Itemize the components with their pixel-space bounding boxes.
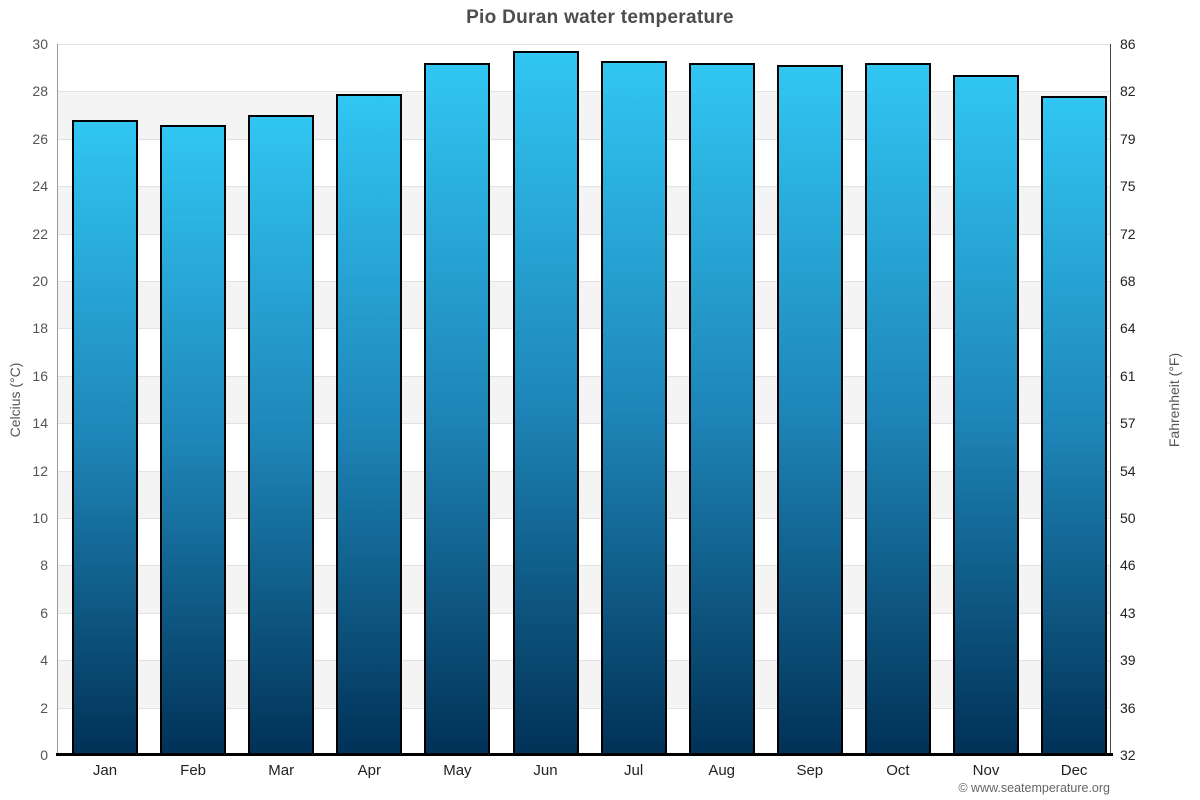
- grid-band: [58, 186, 1110, 234]
- gridline: [58, 44, 1110, 45]
- celsius-tick-28: 28: [32, 83, 48, 100]
- month-label-feb: Feb: [180, 762, 207, 779]
- fahrenheit-tick-50: 50: [1120, 510, 1136, 526]
- grid-band: [58, 44, 1110, 92]
- celsius-tick-10: 10: [32, 510, 48, 526]
- y-axis-line-fahrenheit: [1110, 44, 1111, 755]
- celsius-tick-16: 16: [32, 367, 48, 384]
- fahrenheit-axis-title: Fahrenheit (°F): [1166, 352, 1182, 448]
- month-label-jun: Jun: [533, 762, 558, 779]
- gridline: [58, 660, 1110, 662]
- x-axis-line: [56, 753, 1113, 756]
- fahrenheit-tick-61: 61: [1120, 367, 1136, 384]
- gridline: [58, 423, 1110, 425]
- month-label-apr: Apr: [357, 762, 381, 779]
- celsius-tick-22: 22: [32, 225, 48, 242]
- gridline: [58, 565, 1110, 567]
- chart-title: Pio Duran water temperature: [466, 7, 734, 28]
- month-label-oct: Oct: [886, 762, 910, 779]
- month-label-nov: Nov: [972, 762, 1000, 779]
- month-label-mar: Mar: [268, 762, 295, 779]
- gridline: [58, 375, 1110, 377]
- celsius-tick-26: 26: [32, 130, 48, 147]
- gridline: [58, 707, 1110, 709]
- bar-may: [424, 62, 491, 755]
- celsius-axis-title: Celcius (°C): [7, 362, 23, 438]
- bar-sep: [776, 65, 843, 755]
- grid-band: [58, 375, 1110, 424]
- grid-band: [58, 233, 1110, 281]
- fahrenheit-tick-82: 82: [1120, 83, 1136, 100]
- bar-feb: [160, 124, 227, 755]
- bar-jun: [512, 51, 579, 755]
- month-label-sep: Sep: [796, 762, 824, 779]
- bar-jan: [72, 119, 138, 755]
- fahrenheit-tick-64: 64: [1120, 320, 1136, 337]
- celsius-tick-18: 18: [32, 320, 48, 337]
- fahrenheit-tick-32: 32: [1120, 747, 1136, 763]
- fahrenheit-tick-72: 72: [1120, 225, 1136, 242]
- bar-mar: [248, 115, 315, 755]
- fahrenheit-tick-86: 86: [1120, 36, 1136, 52]
- gridline: [58, 470, 1110, 472]
- grid-band: [58, 660, 1110, 708]
- plot-area: [58, 44, 1110, 756]
- fahrenheit-tick-75: 75: [1120, 178, 1136, 195]
- celsius-tick-30: 30: [32, 36, 48, 52]
- celsius-tick-0: 0: [40, 747, 48, 763]
- fahrenheit-tick-36: 36: [1120, 699, 1136, 716]
- celsius-tick-12: 12: [32, 462, 48, 479]
- grid-band: [58, 470, 1110, 518]
- fahrenheit-tick-39: 39: [1120, 652, 1136, 669]
- fahrenheit-tick-79: 79: [1120, 130, 1136, 147]
- month-label-may: May: [443, 762, 472, 779]
- bar-apr: [336, 93, 403, 755]
- gridline: [58, 328, 1110, 330]
- fahrenheit-tick-57: 57: [1120, 415, 1136, 432]
- celsius-tick-24: 24: [32, 178, 48, 195]
- grid-band: [58, 328, 1110, 376]
- fahrenheit-tick-54: 54: [1120, 462, 1136, 479]
- bar-nov: [953, 74, 1019, 755]
- gridline: [58, 138, 1110, 140]
- celsius-tick-20: 20: [32, 273, 48, 289]
- gridline: [58, 518, 1110, 519]
- celsius-tick-4: 4: [40, 652, 48, 669]
- month-label-jan: Jan: [92, 762, 118, 779]
- grid-band: [58, 565, 1110, 613]
- copyright-text: © www.seatemperature.org: [958, 781, 1110, 795]
- grid-band: [58, 612, 1110, 661]
- grid-band: [58, 707, 1110, 755]
- fahrenheit-tick-68: 68: [1120, 273, 1136, 289]
- bar-dec: [1041, 96, 1108, 755]
- gridline: [58, 186, 1110, 188]
- bar-aug: [688, 62, 755, 755]
- fahrenheit-tick-46: 46: [1120, 557, 1136, 574]
- grid-band: [58, 518, 1110, 566]
- celsius-tick-2: 2: [40, 699, 48, 716]
- month-label-dec: Dec: [1060, 762, 1088, 779]
- grid-band: [58, 138, 1110, 187]
- month-label-jul: Jul: [624, 762, 644, 779]
- gridline: [58, 281, 1110, 282]
- month-label-aug: Aug: [708, 762, 736, 779]
- grid-band: [58, 423, 1110, 471]
- y-axis-line-celsius: [57, 44, 58, 755]
- gridline: [58, 91, 1110, 93]
- gridline: [58, 233, 1110, 235]
- bar-jul: [600, 60, 667, 755]
- celsius-tick-14: 14: [32, 415, 48, 432]
- bar-oct: [864, 62, 931, 755]
- gridline: [58, 612, 1110, 614]
- grid-band: [58, 281, 1110, 329]
- fahrenheit-tick-43: 43: [1120, 604, 1136, 621]
- celsius-tick-6: 6: [40, 604, 48, 621]
- celsius-tick-8: 8: [40, 557, 48, 574]
- grid-band: [58, 91, 1110, 139]
